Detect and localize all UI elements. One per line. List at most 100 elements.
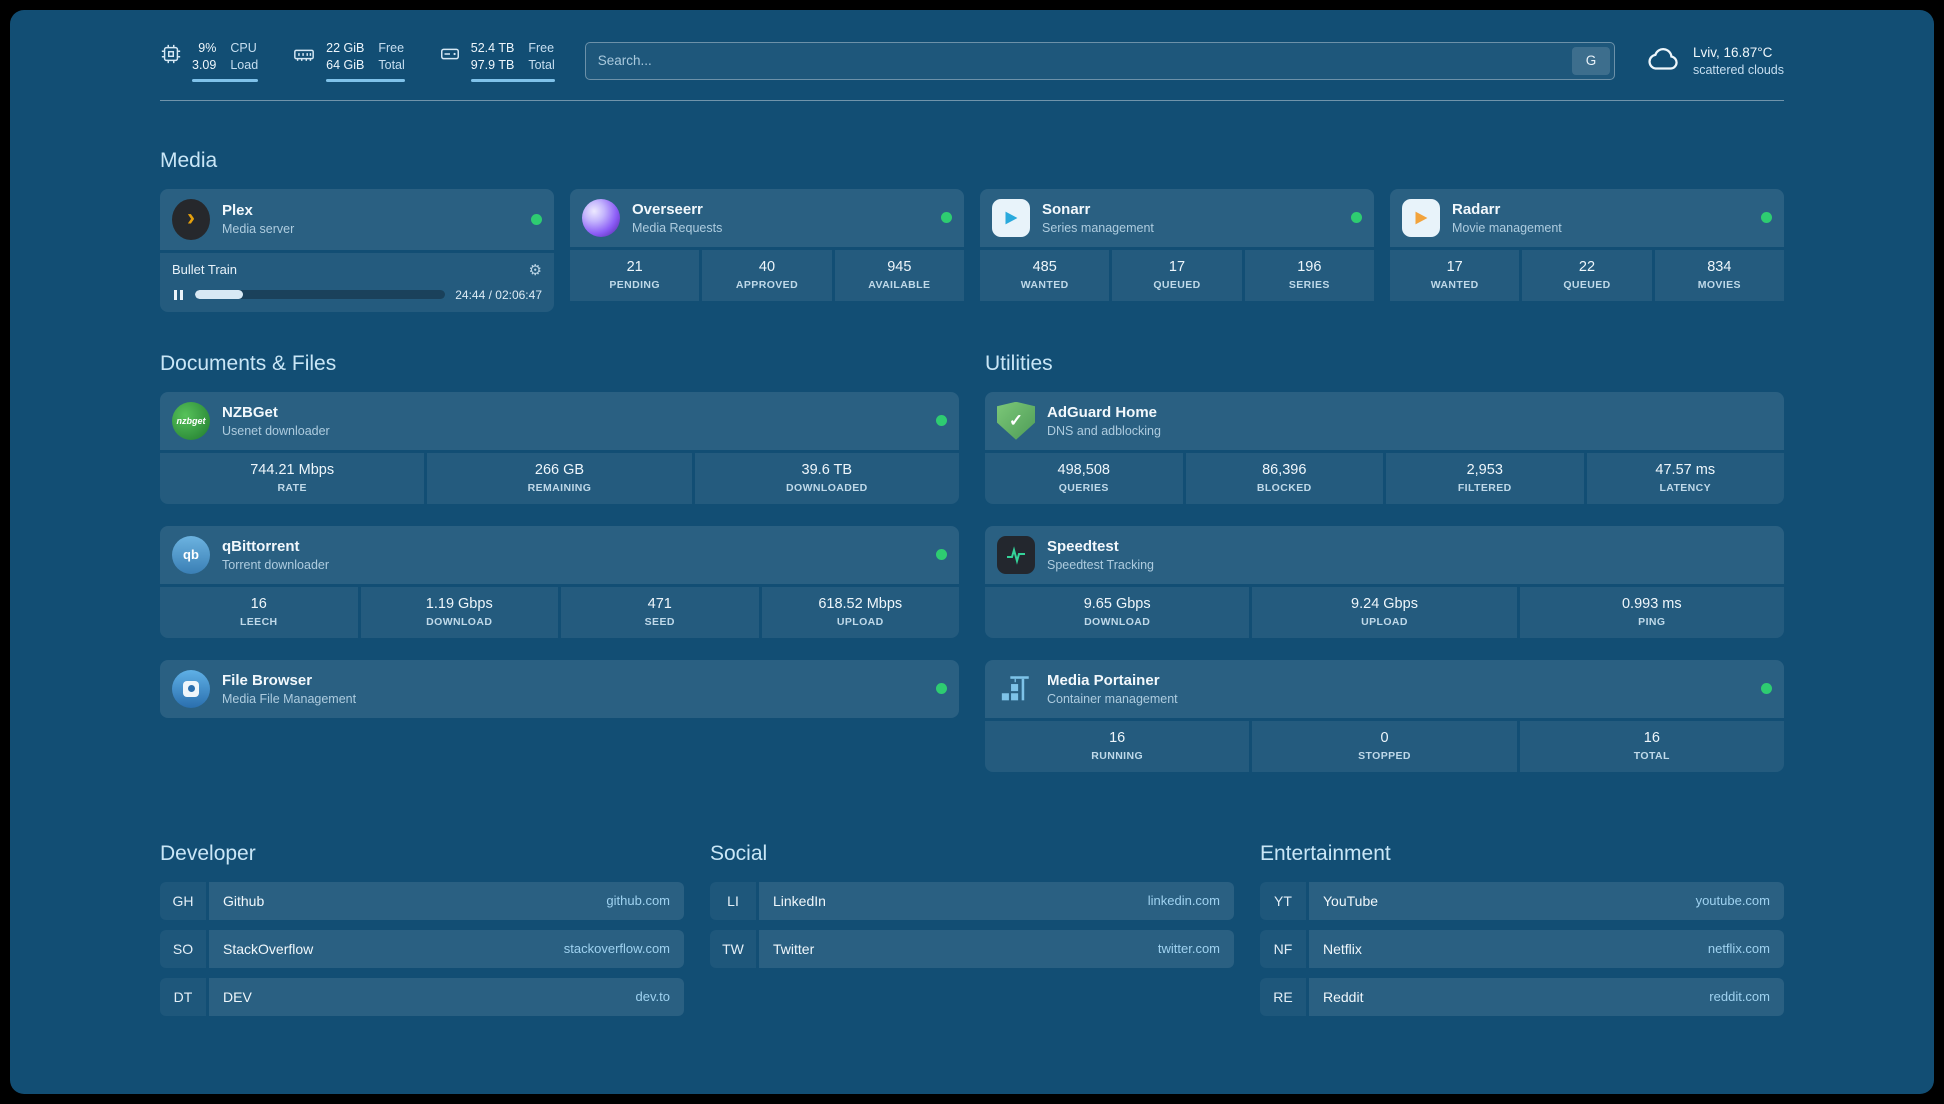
- bookmark-linkedin[interactable]: LI LinkedIn linkedin.com: [710, 881, 1234, 920]
- nzbget-header[interactable]: nzbget NZBGet Usenet downloader: [160, 391, 959, 450]
- service-name: Sonarr: [1042, 200, 1091, 218]
- card-adguard[interactable]: ✓ AdGuard Home DNS and adblocking 498,50…: [985, 391, 1784, 504]
- portainer-header[interactable]: Media Portainer Container management: [985, 659, 1784, 718]
- qbittorrent-icon: qb: [172, 535, 210, 574]
- radarr-header[interactable]: Radarr Movie management: [1390, 188, 1784, 247]
- bookmark-group-title: Social: [710, 841, 768, 865]
- stat: 471 SEED: [561, 586, 759, 638]
- service-subtitle: Usenet downloader: [222, 423, 330, 438]
- now-playing-title: Bullet Train: [172, 262, 238, 278]
- weather-condition: scattered clouds: [1692, 62, 1784, 77]
- qbittorrent-header[interactable]: qb qBittorrent Torrent downloader: [160, 525, 959, 584]
- service-subtitle: Series management: [1042, 220, 1154, 235]
- settings-gear-icon[interactable]: ⚙: [528, 261, 542, 279]
- card-nzbget[interactable]: nzbget NZBGet Usenet downloader 744.21 M…: [160, 391, 959, 504]
- bookmark-name: Github: [223, 892, 265, 909]
- sonarr-header[interactable]: Sonarr Series management: [980, 188, 1374, 247]
- sonarr-icon: [992, 198, 1030, 237]
- playback-progress-bar[interactable]: [195, 290, 446, 300]
- status-dot: [936, 549, 947, 561]
- service-name: Radarr: [1452, 200, 1501, 218]
- stat: 498,508 QUERIES: [985, 452, 1183, 504]
- stat: 21 PENDING: [570, 249, 700, 301]
- plex-icon: ›: [172, 198, 210, 240]
- stat: 47.57 ms LATENCY: [1586, 452, 1784, 504]
- plex-now-playing: Bullet Train ⚙ 24:44 / 02:06:47: [160, 252, 554, 312]
- plex-header[interactable]: › Plex Media server: [160, 188, 554, 250]
- card-filebrowser[interactable]: File Browser Media File Management: [160, 659, 959, 718]
- cpu-usage: 9%: [198, 41, 217, 55]
- bookmark-github[interactable]: GH Github github.com: [160, 881, 684, 920]
- bookmark-abbr: TW: [710, 929, 756, 968]
- bookmark-domain: twitter.com: [1157, 941, 1220, 957]
- bookmark-name: YouTube: [1323, 892, 1379, 909]
- stat: 744.21 Mbps RATE: [160, 452, 425, 504]
- bookmark-domain: linkedin.com: [1147, 893, 1220, 909]
- search-provider-button[interactable]: G: [1571, 46, 1610, 75]
- cloud-icon: [1645, 43, 1681, 78]
- disk-widget: 52.4 TB 97.9 TB Free Total: [439, 40, 555, 82]
- overseerr-header[interactable]: Overseerr Media Requests: [570, 188, 964, 247]
- status-dot: [936, 415, 947, 427]
- card-radarr[interactable]: Radarr Movie management 17 WANTED 22 QUE…: [1390, 188, 1784, 312]
- card-sonarr[interactable]: Sonarr Series management 485 WANTED 17 Q…: [980, 188, 1374, 312]
- service-name: AdGuard Home: [1047, 403, 1158, 421]
- service-name: Plex: [222, 202, 253, 220]
- service-name: NZBGet: [222, 403, 278, 421]
- card-speedtest[interactable]: Speedtest Speedtest Tracking 9.65 Gbps D…: [985, 525, 1784, 638]
- header-divider: [160, 99, 1784, 101]
- bookmark-youtube[interactable]: YT YouTube youtube.com: [1260, 881, 1784, 920]
- stat: 22 QUEUED: [1522, 249, 1652, 301]
- cpu-label: CPU: [230, 41, 257, 55]
- bookmark-domain: netflix.com: [1707, 941, 1770, 957]
- bookmark-dev[interactable]: DT DEV dev.to: [160, 977, 684, 1016]
- card-qbittorrent[interactable]: qb qBittorrent Torrent downloader 16: [160, 525, 959, 638]
- status-dot: [941, 212, 952, 224]
- speedtest-header[interactable]: Speedtest Speedtest Tracking: [985, 525, 1784, 584]
- adguard-header[interactable]: ✓ AdGuard Home DNS and adblocking: [985, 391, 1784, 450]
- playback-time: 24:44 / 02:06:47: [455, 287, 542, 302]
- stat: 266 GB REMAINING: [427, 452, 692, 504]
- status-dot: [1761, 683, 1772, 695]
- radarr-icon: [1402, 198, 1440, 237]
- bookmark-name: StackOverflow: [223, 940, 314, 957]
- bookmark-abbr: SO: [160, 929, 206, 968]
- disk-free: 52.4 TB: [470, 41, 515, 55]
- bookmark-netflix[interactable]: NF Netflix netflix.com: [1260, 929, 1784, 968]
- bookmark-abbr: YT: [1260, 881, 1306, 920]
- card-plex[interactable]: › Plex Media server Bullet Train ⚙: [160, 188, 554, 312]
- pause-icon[interactable]: [172, 288, 185, 302]
- disk-total: 97.9 TB: [470, 57, 515, 72]
- cpu-widget: 9% 3.09 CPU Load: [160, 40, 259, 82]
- stat: 2,953 FILTERED: [1386, 452, 1584, 504]
- bookmark-abbr: GH: [160, 881, 206, 920]
- stat: 834 MOVIES: [1654, 249, 1784, 301]
- filebrowser-icon: [172, 669, 210, 708]
- stat: 196 SERIES: [1244, 249, 1374, 301]
- search-input[interactable]: [585, 53, 1572, 69]
- status-dot: [1351, 212, 1362, 224]
- memory-label: Free: [378, 41, 405, 55]
- bookmark-twitter[interactable]: TW Twitter twitter.com: [710, 929, 1234, 968]
- bookmark-group-developer: Developer GH Github github.com SO StackO…: [160, 842, 684, 1016]
- card-portainer[interactable]: Media Portainer Container management 16 …: [985, 659, 1784, 772]
- disk-icon: [439, 40, 461, 70]
- adguard-shield-icon: ✓: [997, 401, 1035, 440]
- memory-total: 64 GiB: [326, 57, 365, 72]
- playback-progress-fill: [195, 290, 243, 300]
- filebrowser-header[interactable]: File Browser Media File Management: [160, 659, 959, 718]
- stat: 40 APPROVED: [702, 249, 832, 301]
- stat: 86,396 BLOCKED: [1185, 452, 1383, 504]
- card-overseerr[interactable]: Overseerr Media Requests 21 PENDING 40 A…: [570, 188, 964, 312]
- stat: 0 STOPPED: [1252, 720, 1517, 772]
- bookmark-stackoverflow[interactable]: SO StackOverflow stackoverflow.com: [160, 929, 684, 968]
- service-subtitle: DNS and adblocking: [1047, 423, 1161, 438]
- memory-widget: 22 GiB 64 GiB Free Total: [292, 40, 405, 82]
- disk-label: Free: [528, 41, 555, 55]
- weather-widget: Lviv, 16.87°C scattered clouds: [1645, 43, 1784, 78]
- section-utilities: Utilities ✓ AdGuard Home DNS and adblock…: [985, 352, 1784, 772]
- dashboard: 9% 3.09 CPU Load: [10, 10, 1934, 1094]
- bookmark-reddit[interactable]: RE Reddit reddit.com: [1260, 977, 1784, 1016]
- system-resources: 9% 3.09 CPU Load: [160, 40, 555, 82]
- cpu-loadavg: 3.09: [192, 57, 217, 72]
